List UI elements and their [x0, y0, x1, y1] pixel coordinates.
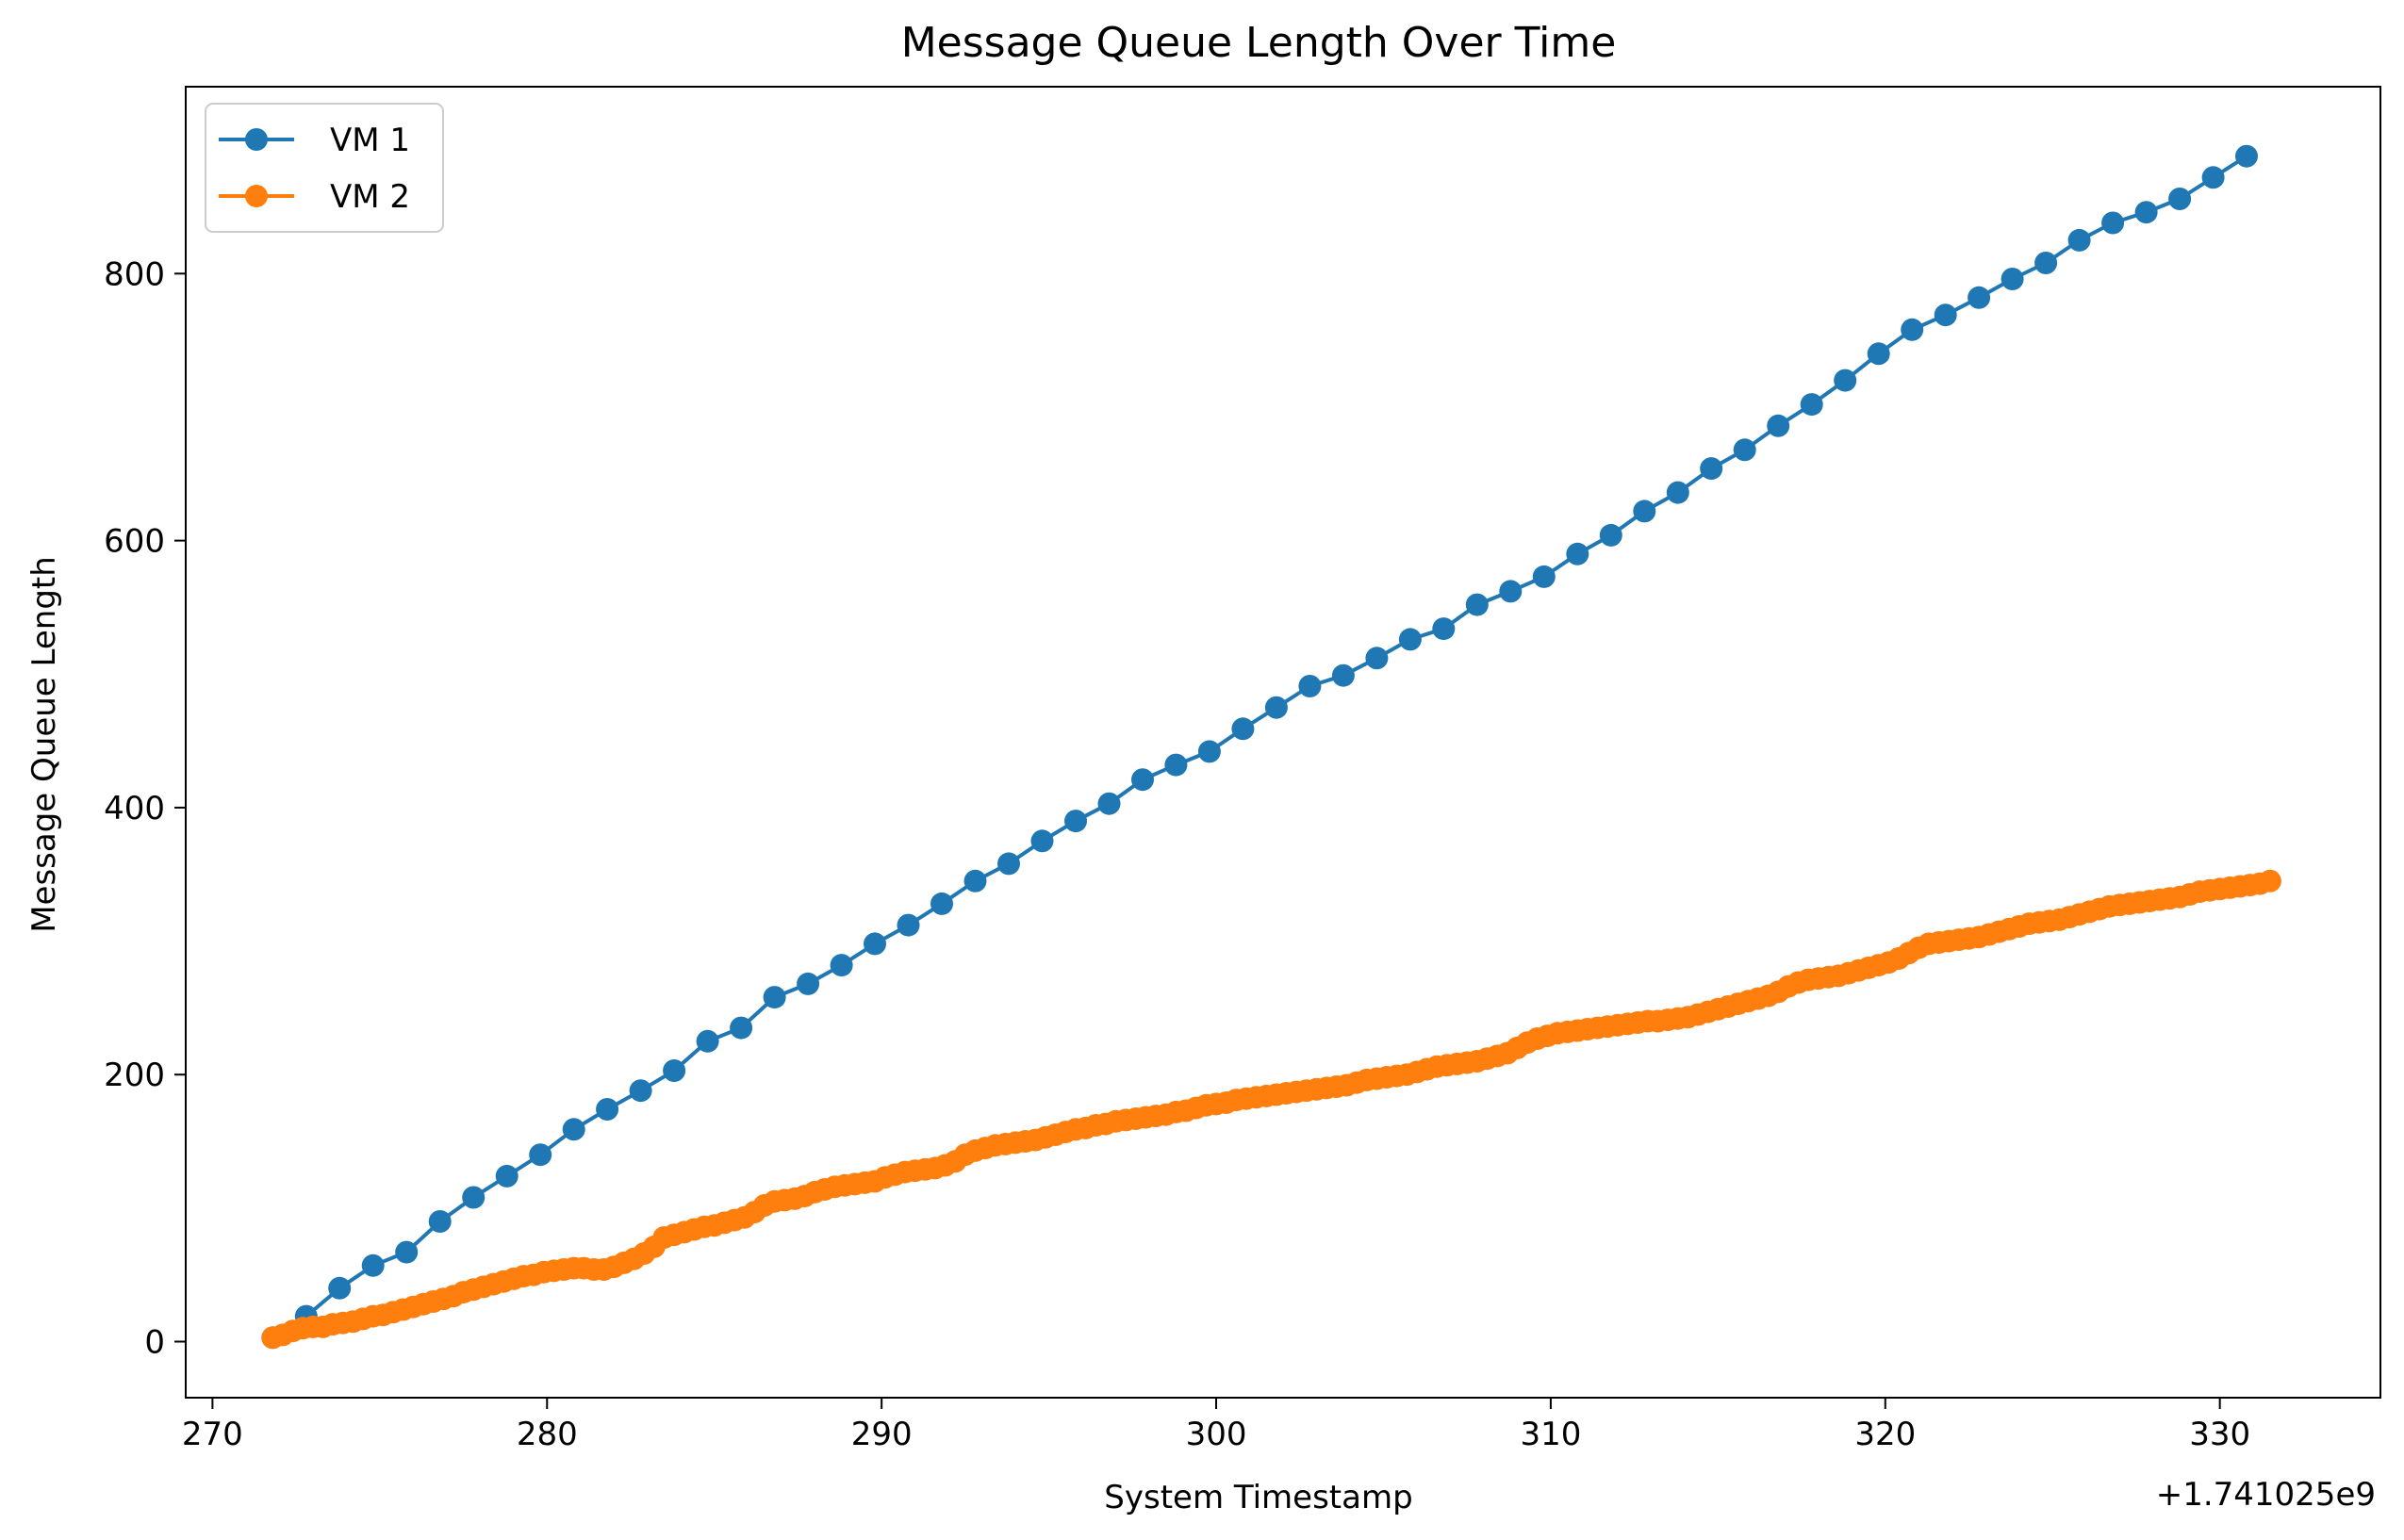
x-tick-label: 310	[1520, 1416, 1581, 1453]
series-1-point	[1465, 593, 1489, 616]
series-1-point	[1599, 523, 1622, 547]
series-1-point	[830, 954, 853, 977]
legend-marker-2	[245, 185, 268, 207]
x-tick-label: 290	[851, 1416, 913, 1453]
series-1-point	[864, 932, 886, 956]
series-1-point	[797, 972, 820, 995]
series-1-point	[2067, 228, 2091, 252]
y-axis-label: Message Queue Length	[25, 556, 63, 933]
series-1-point	[1298, 675, 1322, 697]
x-tick-label: 320	[1854, 1416, 1916, 1453]
series-1-point	[1164, 753, 1188, 777]
y-tick-label: 200	[104, 1057, 165, 1094]
series-1-point	[1633, 500, 1656, 523]
series-1-point	[1331, 664, 1355, 687]
x-tick-label: 300	[1186, 1416, 1247, 1453]
y-tick-label: 800	[104, 255, 165, 293]
legend-label-2: VM 2	[330, 178, 410, 216]
series-1-point	[328, 1276, 352, 1300]
series-1-point	[361, 1253, 385, 1277]
legend: VM 1 VM 2	[205, 103, 444, 233]
series-1-point	[2101, 211, 2125, 235]
series-1-point	[1030, 829, 1054, 853]
series-1-point	[763, 986, 786, 1009]
series-1-point	[629, 1079, 652, 1103]
series-1-point	[2201, 166, 2225, 189]
series-1-point	[1432, 617, 1456, 641]
series-1-point	[663, 1059, 686, 1082]
series-1-point	[1365, 647, 1389, 670]
series-1-point	[428, 1210, 452, 1233]
series-1-point	[1834, 369, 1857, 392]
legend-label-1: VM 1	[330, 122, 410, 159]
series-1-point	[997, 852, 1020, 876]
series-1-point	[1867, 342, 1890, 366]
series-1-point	[2134, 201, 2158, 224]
series-1-point	[529, 1143, 552, 1167]
series-1-point	[1197, 740, 1221, 763]
series-1-point	[1733, 438, 1756, 462]
y-tick-label: 0	[144, 1324, 165, 1362]
y-tick-label: 600	[104, 523, 165, 561]
series-1-point	[730, 1016, 753, 1040]
series-1-point	[1097, 792, 1121, 815]
series-1-point	[1767, 414, 1790, 437]
x-axis-label: System Timestamp	[1104, 1479, 1412, 1516]
series-1-point	[897, 913, 920, 937]
series-2-point	[2258, 869, 2281, 893]
series-1-point	[1131, 768, 1154, 792]
series-1-point	[1264, 696, 1288, 719]
series-1-point	[1800, 393, 1823, 417]
series-1-point	[395, 1240, 419, 1264]
series-1-point	[1398, 628, 1422, 651]
axes: 270 280 290 300 310 320 330 0 200 400 600 800	[104, 86, 2381, 1453]
series-1-point	[2001, 268, 2024, 290]
series-1-point	[1231, 717, 1255, 741]
series-1-point	[1934, 303, 1957, 327]
series-1-point	[1968, 286, 1991, 309]
series-1-point	[1064, 810, 1087, 833]
series-1-point	[930, 892, 953, 915]
y-tick-label: 400	[104, 790, 165, 827]
plot-area	[261, 144, 2281, 1350]
series-1-point	[1532, 565, 1556, 588]
series-1-point	[495, 1164, 519, 1188]
series-1-point	[462, 1186, 486, 1209]
series-1-point	[1901, 318, 1924, 341]
series-1-point	[1700, 457, 1723, 481]
x-tick-label: 330	[2189, 1416, 2250, 1453]
plot-frame	[185, 86, 2381, 1399]
series-group	[261, 144, 2281, 1350]
series-1-point	[696, 1029, 719, 1053]
chart-title: Message Queue Length Over Time	[901, 19, 1617, 67]
series-1-point	[562, 1118, 585, 1141]
series-1-point	[2235, 144, 2258, 168]
legend-marker-1	[245, 128, 268, 151]
x-axis-offset-label: +1.741025e9	[2156, 1476, 2376, 1514]
series-1-point	[1499, 580, 1523, 603]
series-1-point	[2168, 188, 2192, 210]
series-1-point	[2034, 252, 2058, 274]
series-1-point	[596, 1098, 619, 1121]
series-1-line	[272, 155, 2248, 1339]
series-1-point	[963, 869, 987, 893]
series-1-point	[1666, 481, 1689, 504]
x-tick-label: 270	[182, 1416, 243, 1453]
series-1-point	[1566, 542, 1589, 565]
x-tick-label: 280	[517, 1416, 578, 1453]
